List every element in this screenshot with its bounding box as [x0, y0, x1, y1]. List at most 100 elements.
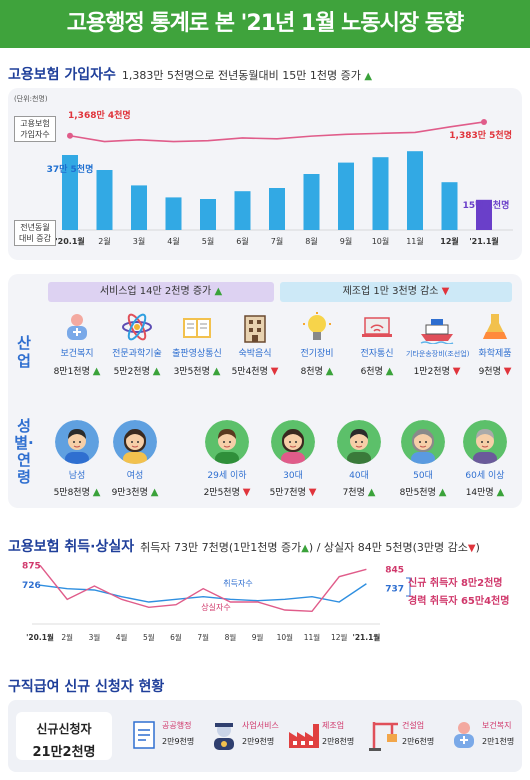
tick-label: 3월: [89, 632, 101, 642]
bar-series-label: 전년동월 대비 증감: [14, 220, 56, 246]
demographic-name: 30대: [283, 471, 303, 481]
tick-label: 12월: [440, 236, 459, 246]
tick-label: 8월: [305, 236, 317, 246]
demographic-item: 60세 이상 14만명 ▲: [452, 420, 518, 498]
demographic-item: 남성 5만8천명 ▲: [44, 420, 110, 498]
demographic-item: 50대 8만5천명 ▲: [390, 420, 456, 498]
industry-value: 5만4천명 ▼: [231, 366, 279, 377]
first-bar-value: 37만 5천명: [47, 163, 94, 175]
first-line-value: 1,368만 4천명: [68, 109, 131, 121]
industry-item: 보건복지 8만1천명 ▲: [46, 310, 108, 377]
tick-label: '21.1월: [469, 236, 499, 246]
gender-age-label: 성별·연령: [14, 417, 34, 486]
industry-value: 5만2천명 ▲: [113, 366, 161, 377]
industry-item: 출판영상통신 3만5천명 ▲: [166, 310, 228, 377]
industry-value: 6천명 ▲: [360, 366, 394, 377]
demographic-value: 2만5천명 ▼: [203, 487, 251, 498]
bar: [407, 151, 423, 230]
page-title: 고용행정 통계로 본 '21년 1월 노동시장 동향: [0, 0, 530, 48]
applicant-industry-item: 건설업 2만6천명: [366, 714, 446, 758]
total-applicants-value: 21만2천명: [32, 745, 96, 760]
demographic-name: 남성: [68, 471, 86, 481]
applicant-industry-item: 제조업 2만8천명: [286, 714, 366, 758]
up-arrow-icon: ▲: [367, 487, 376, 498]
first-loss-value: 875: [22, 561, 41, 571]
demographic-value: 14만명 ▲: [465, 487, 505, 498]
legend-new-acquirers: 신규 취득자 8만2천명: [408, 578, 503, 589]
demographic-value: 5만8천명 ▲: [53, 487, 101, 498]
total-applicants-box: 신규신청자 21만2천명: [16, 712, 112, 760]
applicant-industry-item: 사업서비스 2만9천명: [206, 714, 286, 758]
tick-label: 9월: [340, 236, 352, 246]
flow-chart: '20.1월 2월 3월 4월 5월 6월 7월 8월 9월 10월 11월 12월 '21.1월 875…: [22, 561, 411, 642]
demographic-name: 40대: [349, 471, 369, 481]
applicant-industry-value: 2만9천명: [162, 737, 195, 746]
subscriber-chart: '20.1월 2월 3월 4월 5월 6월 7월 8월 9월 10월 11월 12월 '21.1월 1,3…: [47, 109, 513, 246]
tick-label: '20.1월: [55, 236, 85, 246]
tick-label: 6월: [170, 632, 182, 642]
bar: [200, 199, 216, 230]
senior-man-icon: [463, 420, 507, 464]
line-series-label: 고용보험 가입자수: [14, 116, 56, 142]
bar: [234, 191, 251, 230]
up-arrow-icon: ▲: [364, 71, 373, 82]
up-arrow-icon: ▲: [152, 366, 161, 377]
industry-name: 전문과학기술: [112, 349, 162, 359]
wifi-laptop-icon: [359, 310, 395, 344]
down-arrow-icon: ▼: [270, 366, 279, 377]
up-arrow-icon: ▲: [325, 366, 334, 377]
line-point: [67, 132, 73, 139]
industry-value: 3만5천명 ▲: [173, 366, 221, 377]
atom-icon: [119, 310, 155, 344]
last-loss-value: 845: [385, 565, 404, 575]
last-line-value: 1,383만 5천명: [449, 129, 512, 141]
man-icon: [55, 420, 99, 464]
tick-label: '20.1월: [26, 632, 54, 642]
industry-item: 숙박음식 5만4천명 ▼: [224, 310, 286, 377]
industry-name: 전기장비: [300, 349, 334, 359]
tick-label: 4월: [116, 632, 128, 642]
applicant-industry-item: 공공행정 2만9천명: [126, 714, 206, 758]
applicant-industry-name: 제조업: [322, 721, 345, 730]
tick-label: 7월: [197, 632, 209, 642]
industry-value: 9천명 ▼: [478, 366, 512, 377]
tick-label: 7월: [271, 236, 283, 246]
up-arrow-icon: ▲: [212, 366, 221, 377]
subscriber-line: [69, 121, 485, 143]
industry-item: 화학제품 9천명 ▼: [464, 310, 526, 377]
unit-label: (단위:천명): [14, 95, 48, 103]
bar: [303, 174, 320, 230]
down-arrow-icon: ▼: [467, 543, 476, 554]
bar: [476, 199, 492, 230]
service-pill-text: 서비스업 14만 2천명 증가: [99, 286, 212, 297]
tick-label: 10월: [277, 632, 294, 642]
tick-label: 9월: [252, 632, 264, 642]
industry-item: 전자통신 6천명 ▲: [346, 310, 408, 377]
crane-icon: [366, 718, 400, 752]
section3-summary-a: 취득자 73만 7천명(1만1천명 증가: [140, 541, 302, 554]
industry-value: 1만2천명 ▼: [413, 366, 461, 377]
forties-man-icon: [337, 420, 381, 464]
last-acq-value: 737: [385, 585, 404, 595]
acquisition-line: [39, 583, 367, 603]
industry-label: 산업: [17, 334, 31, 370]
fifties-woman-icon: [401, 420, 445, 464]
section3-title: 고용보험 취득·상실자: [8, 539, 135, 555]
applicant-industry-name: 건설업: [402, 721, 425, 730]
subscriber-chart-card: (단위:천명) 고용보험 가입자수 전년동월 대비 증감 '20.1월 2월 3월 4…: [8, 88, 522, 260]
tick-label: 2월: [61, 632, 73, 642]
bar: [165, 197, 182, 230]
industry-name: 전자통신: [360, 349, 394, 359]
industry-value: 8만1천명 ▲: [53, 366, 101, 377]
demographic-name: 50대: [413, 471, 433, 481]
section4-heading: 구직급여 신규 신청자 현황: [8, 679, 165, 695]
industry-item: 기타운송장비(조선업) 1만2천명 ▼: [406, 310, 469, 377]
flow-chart-card: '20.1월 2월 3월 4월 5월 6월 7월 8월 9월 10월 11월 12월 '21.1월 875…: [8, 556, 522, 652]
line-point: [481, 118, 487, 125]
tick-label: 4월: [167, 236, 179, 246]
down-arrow-icon: ▼: [503, 366, 512, 377]
up-arrow-icon: ▲: [496, 487, 505, 498]
demographic-name: 여성: [126, 471, 144, 481]
applicant-industry-name: 사업서비스: [242, 721, 279, 730]
industry-value: 8천명 ▲: [300, 366, 334, 377]
